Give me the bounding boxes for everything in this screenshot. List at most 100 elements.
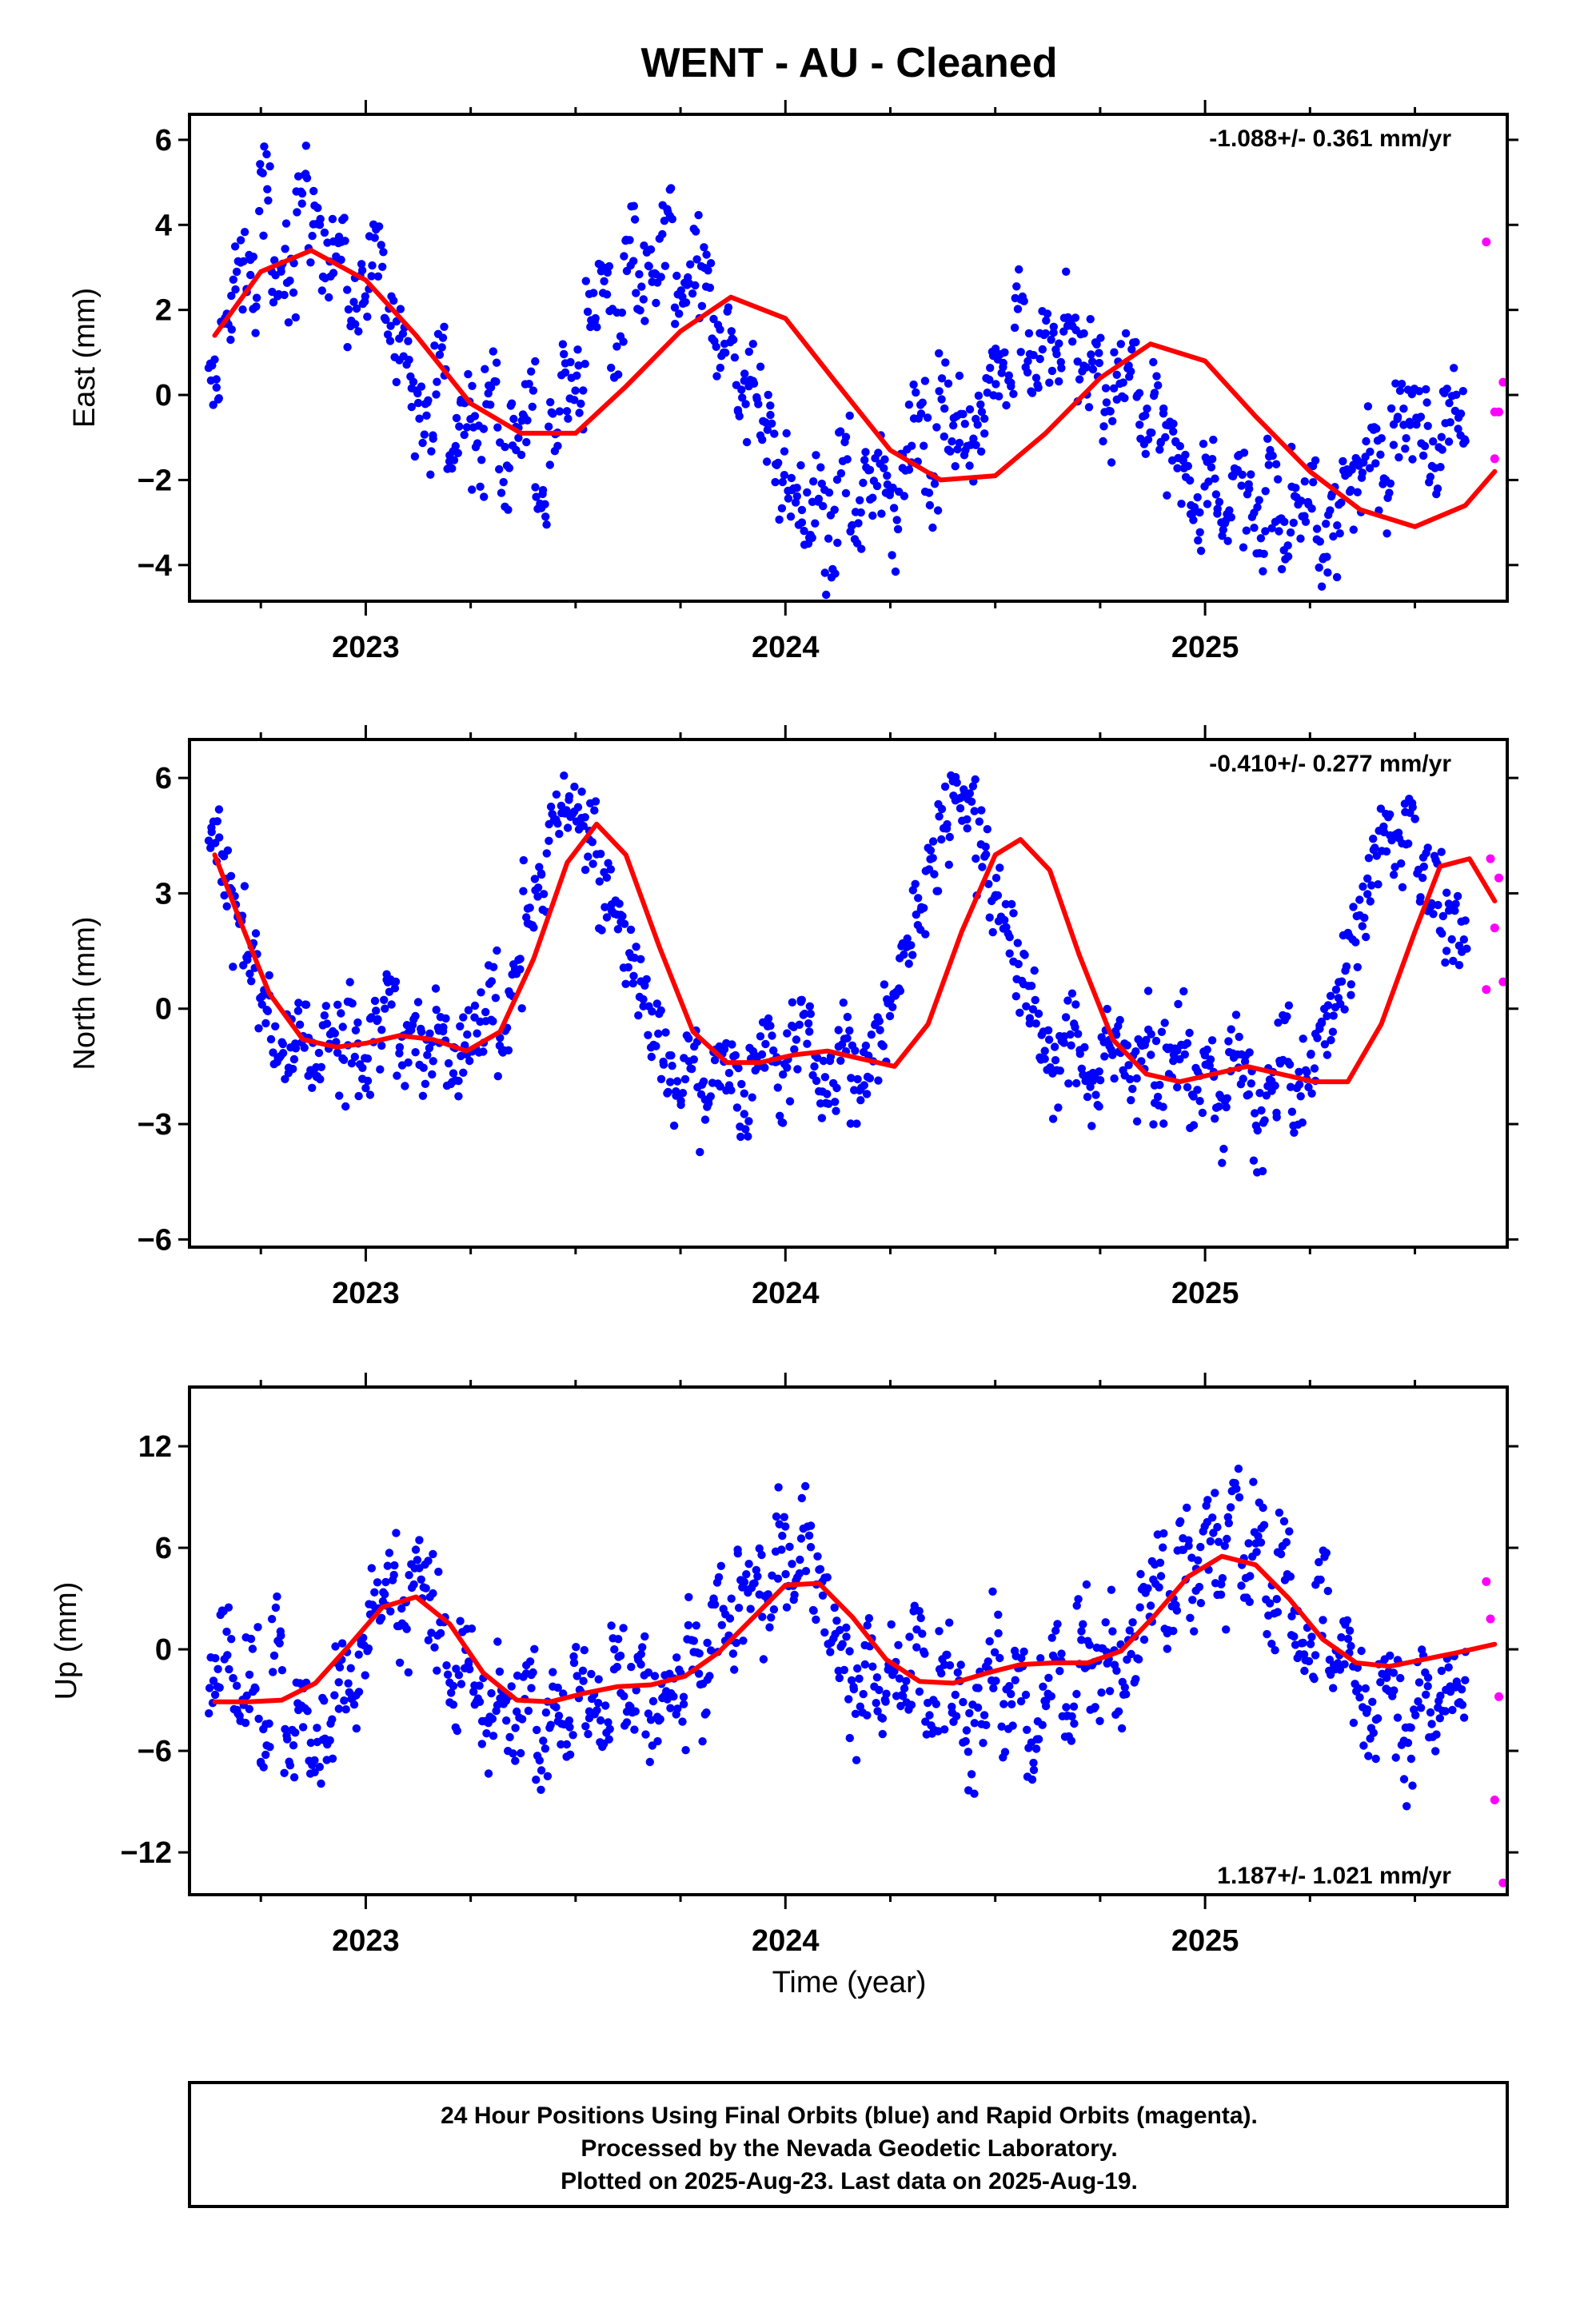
final-orbit-point	[812, 1076, 821, 1086]
final-orbit-point	[604, 261, 614, 271]
final-orbit-point	[956, 1660, 965, 1669]
final-orbit-point	[1002, 401, 1011, 410]
final-orbit-point	[844, 1695, 853, 1704]
final-orbit-point	[636, 1660, 645, 1669]
final-orbit-point	[387, 1000, 396, 1009]
final-orbit-point	[1261, 527, 1270, 536]
final-orbit-point	[317, 1779, 325, 1788]
figure-title: WENT - AU - Cleaned	[641, 40, 1058, 86]
final-orbit-point	[1289, 518, 1299, 528]
final-orbit-point	[538, 485, 548, 495]
final-orbit-point	[492, 377, 501, 386]
final-orbit-point	[766, 1021, 775, 1030]
final-orbit-point	[860, 1660, 870, 1669]
final-orbit-point	[878, 1729, 888, 1739]
final-orbit-point	[1180, 1050, 1190, 1059]
final-orbit-point	[1194, 1556, 1203, 1565]
final-orbit-point	[1423, 421, 1432, 430]
final-orbit-point	[1423, 843, 1432, 852]
final-orbit-point	[579, 822, 588, 831]
final-orbit-point	[959, 1697, 968, 1707]
final-orbit-point	[502, 1716, 511, 1725]
final-orbit-point	[716, 363, 724, 373]
final-orbit-point	[580, 1645, 589, 1655]
final-orbit-point	[383, 330, 393, 339]
final-orbit-point	[792, 1035, 801, 1044]
final-orbit-point	[1255, 1089, 1264, 1098]
final-orbit-point	[1300, 1666, 1309, 1676]
final-orbit-point	[225, 1664, 233, 1674]
final-orbit-point	[735, 412, 744, 421]
final-orbit-point	[1151, 1036, 1161, 1046]
final-orbit-point	[1077, 1636, 1086, 1644]
final-orbit-point	[390, 984, 400, 993]
final-orbit-point	[907, 1700, 916, 1709]
final-orbit-point	[824, 488, 834, 497]
final-orbit-point	[1095, 1716, 1104, 1725]
final-orbit-point	[213, 817, 221, 826]
final-orbit-point	[952, 1712, 961, 1720]
final-orbit-point	[668, 1062, 676, 1070]
final-orbit-point	[370, 996, 380, 1006]
final-orbit-point	[761, 1039, 770, 1049]
final-orbit-point	[213, 1664, 222, 1673]
final-orbit-point	[297, 199, 306, 208]
final-orbit-point	[285, 276, 294, 285]
final-orbit-point	[215, 1683, 224, 1692]
final-orbit-point	[702, 250, 711, 259]
final-orbit-point	[570, 396, 579, 405]
final-orbit-point	[525, 380, 533, 389]
final-orbit-point	[636, 1649, 645, 1659]
final-orbit-point	[619, 1624, 628, 1632]
final-orbit-point	[724, 303, 733, 312]
final-orbit-point	[1286, 1082, 1295, 1091]
final-orbit-point	[666, 1078, 675, 1086]
final-orbit-point	[748, 340, 757, 349]
final-orbit-point	[545, 460, 554, 469]
final-orbit-point	[328, 214, 337, 224]
final-orbit-point	[1442, 947, 1451, 955]
final-orbit-point	[1462, 944, 1471, 953]
final-orbit-point	[1015, 1008, 1024, 1018]
final-orbit-point	[783, 1063, 792, 1072]
final-orbit-point	[1271, 1646, 1279, 1655]
final-orbit-point	[560, 349, 569, 359]
final-orbit-point	[377, 241, 385, 249]
final-orbit-point	[641, 1730, 650, 1739]
final-orbit-point	[653, 1736, 662, 1746]
final-orbit-point	[368, 261, 377, 270]
final-orbit-point	[1122, 1690, 1131, 1699]
final-orbit-point	[1107, 458, 1116, 467]
final-orbit-point	[976, 447, 986, 456]
final-orbit-point	[1420, 441, 1430, 451]
final-orbit-point	[941, 358, 950, 367]
final-orbit-point	[289, 1054, 299, 1064]
final-orbit-point	[284, 318, 293, 327]
final-orbit-point	[1459, 935, 1469, 944]
final-orbit-point	[705, 1672, 714, 1680]
final-orbit-point	[1107, 1585, 1116, 1594]
final-orbit-point	[980, 1711, 989, 1720]
final-orbit-point	[854, 519, 863, 528]
final-orbit-point	[363, 313, 372, 321]
final-orbit-point	[1013, 939, 1023, 947]
final-orbit-point	[1389, 440, 1398, 449]
final-orbit-point	[553, 819, 562, 828]
final-orbit-point	[481, 1007, 490, 1017]
final-orbit-point	[395, 1049, 404, 1058]
final-orbit-point	[1049, 322, 1059, 331]
final-orbit-point	[1040, 1046, 1049, 1055]
final-orbit-point	[1247, 1079, 1256, 1088]
final-orbit-point	[1036, 1654, 1045, 1663]
final-orbit-point	[1079, 1070, 1087, 1079]
final-orbit-point	[1184, 1536, 1193, 1545]
final-orbit-point	[706, 1646, 716, 1655]
final-orbit-point	[1273, 1608, 1283, 1616]
final-orbit-point	[727, 1594, 736, 1603]
final-orbit-point	[1454, 961, 1464, 970]
final-orbit-point	[915, 1687, 924, 1696]
final-orbit-point	[973, 421, 982, 429]
final-orbit-point	[736, 1132, 745, 1142]
final-orbit-point	[1343, 1616, 1352, 1625]
